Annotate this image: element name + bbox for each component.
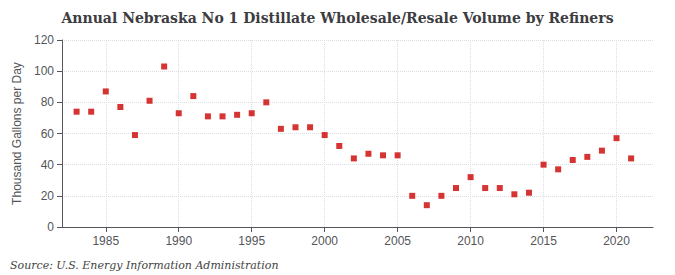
svg-text:80: 80 [41, 95, 55, 109]
svg-text:120: 120 [34, 33, 54, 47]
svg-text:2005: 2005 [384, 234, 411, 248]
svg-text:1995: 1995 [238, 234, 265, 248]
svg-text:2015: 2015 [530, 234, 557, 248]
svg-text:40: 40 [41, 158, 55, 172]
svg-text:100: 100 [34, 64, 54, 78]
svg-text:1985: 1985 [92, 234, 119, 248]
svg-text:2010: 2010 [457, 234, 484, 248]
svg-text:Source: U.S. Energy Informatio: Source: U.S. Energy Information Administ… [10, 259, 278, 272]
svg-text:60: 60 [41, 127, 55, 141]
svg-text:0: 0 [47, 220, 54, 234]
svg-text:1990: 1990 [165, 234, 192, 248]
svg-text:Thousand Gallons per Day: Thousand Gallons per Day [10, 62, 24, 205]
svg-text:2000: 2000 [311, 234, 338, 248]
svg-text:20: 20 [41, 189, 55, 203]
svg-text:Annual Nebraska No 1 Distillat: Annual Nebraska No 1 Distillate Wholesal… [60, 10, 613, 26]
svg-text:2020: 2020 [603, 234, 630, 248]
